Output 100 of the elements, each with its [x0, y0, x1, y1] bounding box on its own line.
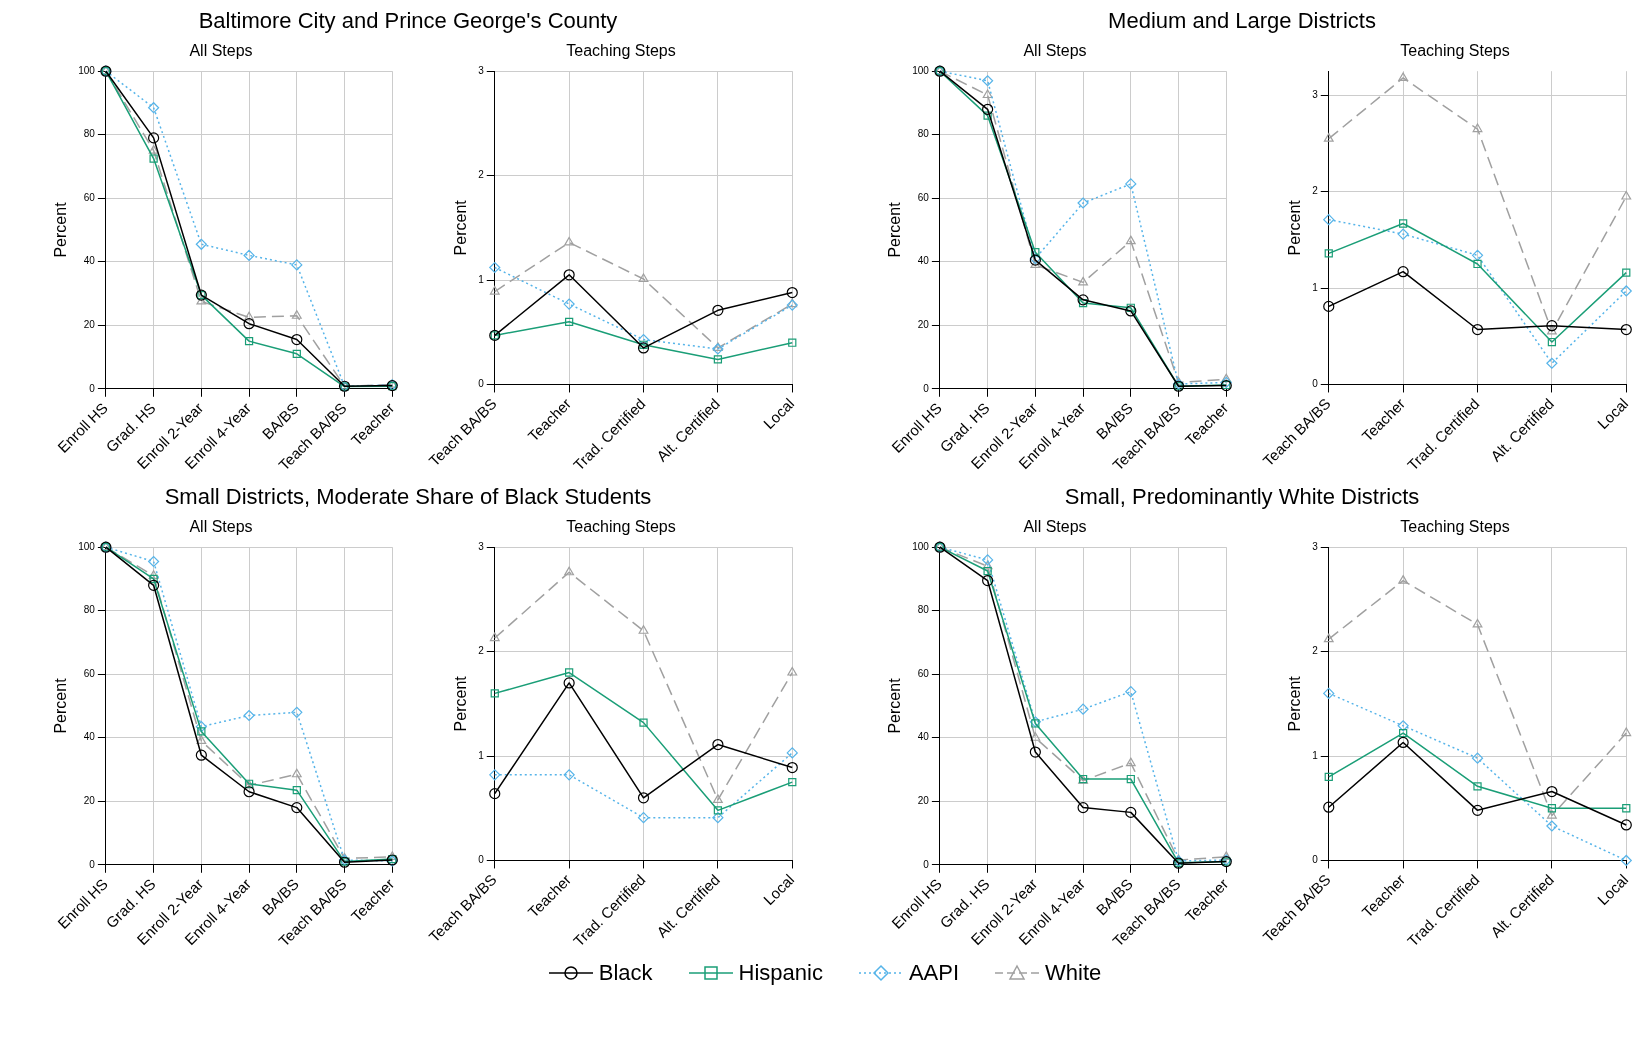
y-tick-label: 0	[478, 378, 485, 390]
point	[1546, 820, 1558, 832]
point	[1622, 804, 1631, 813]
y-tick-label: 60	[917, 667, 930, 679]
point	[787, 666, 798, 676]
y-tick-label: 0	[1312, 378, 1319, 390]
point	[291, 768, 302, 778]
point	[1324, 772, 1333, 782]
point	[1546, 785, 1558, 798]
point	[1471, 804, 1484, 816]
point	[1126, 303, 1135, 312]
point	[713, 355, 723, 364]
point	[149, 574, 158, 584]
point	[1031, 248, 1040, 257]
point	[786, 286, 798, 299]
point	[638, 273, 649, 283]
y-tick-label: 0	[478, 854, 485, 866]
point	[244, 311, 255, 321]
point	[1125, 686, 1137, 698]
point	[1029, 746, 1041, 758]
point	[1077, 197, 1089, 209]
point	[1125, 806, 1137, 818]
point	[291, 259, 303, 271]
point	[788, 778, 797, 787]
point	[564, 566, 575, 576]
point	[788, 338, 797, 347]
y-tick-label: 3	[1312, 540, 1319, 552]
y-tick-label: 80	[917, 128, 930, 140]
point	[639, 340, 648, 349]
point	[563, 269, 575, 281]
y-axis-title: Percent	[886, 677, 904, 734]
point	[1620, 285, 1632, 297]
point	[565, 317, 574, 326]
point	[637, 333, 650, 346]
point	[639, 718, 648, 727]
point	[1398, 575, 1409, 584]
point	[982, 75, 994, 87]
point	[1471, 323, 1484, 336]
y-tick-label: 2	[1312, 185, 1319, 197]
chart-subtitle: All Steps	[1023, 42, 1087, 60]
point	[1546, 320, 1558, 332]
point	[489, 632, 500, 642]
point	[243, 786, 255, 798]
point	[1399, 728, 1408, 738]
y-tick-label: 1	[478, 273, 485, 285]
point	[712, 304, 724, 316]
y-axis-title: Percent	[52, 677, 70, 734]
y-tick-label: 3	[478, 540, 485, 552]
point	[637, 792, 650, 804]
point	[243, 318, 255, 330]
point	[1221, 851, 1232, 860]
point	[1077, 294, 1089, 306]
point	[1030, 732, 1041, 741]
point	[1397, 736, 1409, 749]
point	[243, 249, 255, 261]
y-tick-label: 1	[1312, 749, 1319, 761]
y-tick-label: 20	[917, 795, 930, 807]
point	[1125, 235, 1136, 245]
y-tick-label: 0	[89, 858, 96, 870]
point	[149, 154, 158, 163]
point	[291, 706, 303, 718]
point	[196, 295, 207, 305]
point	[1547, 804, 1557, 813]
y-axis-title: Percent	[1286, 199, 1304, 256]
point	[1077, 703, 1089, 715]
point	[1397, 266, 1409, 278]
point	[563, 677, 575, 689]
point	[1471, 752, 1484, 764]
point	[712, 794, 723, 803]
chart-title: Small Districts, Moderate Share of Black Students	[163, 484, 653, 511]
point	[195, 749, 207, 761]
point	[489, 261, 501, 274]
chart-title: Baltimore City and Prince George's County	[197, 8, 619, 35]
point	[292, 786, 301, 795]
y-tick-label: 40	[83, 255, 96, 267]
legend-label: White	[1045, 960, 1102, 986]
y-tick-label: 2	[478, 169, 485, 181]
point	[982, 560, 993, 570]
point	[1220, 376, 1232, 389]
point	[195, 721, 207, 733]
y-tick-label: 80	[83, 128, 96, 140]
point	[196, 735, 207, 745]
legend-label: AAPI	[908, 960, 960, 986]
point	[1621, 190, 1632, 200]
chart-subtitle: Teaching Steps	[566, 518, 676, 536]
point	[291, 333, 303, 346]
point	[565, 668, 574, 677]
point	[982, 554, 994, 566]
point	[563, 769, 575, 781]
y-tick-label: 0	[1312, 854, 1319, 866]
point	[564, 236, 575, 246]
point	[148, 555, 160, 568]
y-axis-title: Percent	[52, 201, 70, 258]
y-axis-title: Percent	[452, 675, 470, 732]
point	[1078, 298, 1088, 308]
point	[148, 132, 160, 144]
point	[1472, 618, 1483, 628]
y-tick-label: 80	[917, 604, 930, 616]
chart-subtitle: All Steps	[189, 42, 253, 60]
y-tick-label: 3	[478, 64, 485, 76]
